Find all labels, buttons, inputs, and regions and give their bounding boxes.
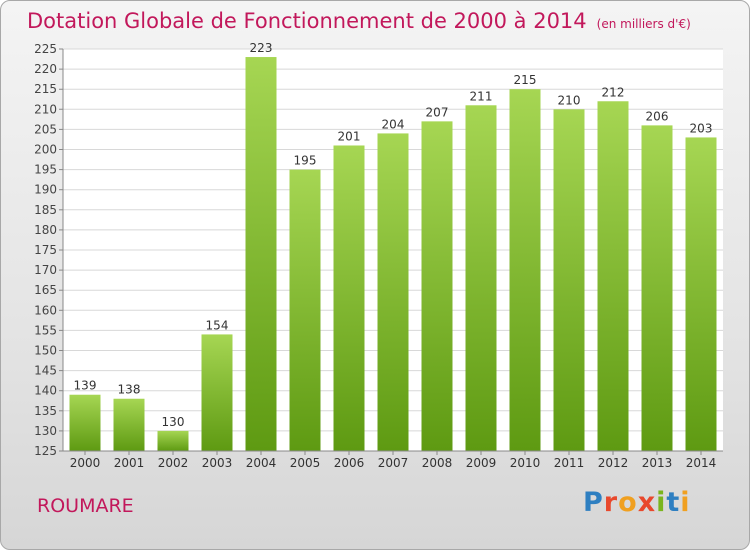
x-tick-label: 2013	[642, 456, 673, 470]
x-tick-label: 2010	[510, 456, 541, 470]
x-tick-label: 2005	[290, 456, 321, 470]
data-label: 138	[118, 383, 141, 397]
y-tick-label: 205	[34, 122, 57, 136]
y-tick-label: 180	[34, 223, 57, 237]
y-tick-label: 150	[34, 344, 57, 358]
bar	[509, 89, 541, 451]
proxiti-logo: Proxiti	[583, 487, 691, 518]
y-tick-label: 130	[34, 424, 57, 438]
y-tick-label: 155	[34, 323, 57, 337]
x-tick-label: 2003	[202, 456, 233, 470]
y-tick-label: 225	[34, 42, 57, 56]
bar	[69, 394, 101, 451]
y-tick-label: 195	[34, 163, 57, 177]
y-tick-labels: 125 130 135 140 145 150 155 160 165 170 175 180 185 1…	[34, 42, 57, 458]
logo-letter: P	[583, 487, 604, 518]
y-tick-label: 215	[34, 82, 57, 96]
x-tick-label: 2001	[114, 456, 145, 470]
y-tick-label: 135	[34, 404, 57, 418]
bar	[245, 57, 277, 451]
x-tick-label: 2014	[686, 456, 717, 470]
y-tick-label: 140	[34, 384, 57, 398]
data-label: 223	[250, 41, 273, 55]
data-label: 211	[470, 89, 493, 103]
data-label: 207	[426, 105, 449, 119]
bar	[597, 101, 629, 451]
x-tick-label: 2008	[422, 456, 453, 470]
bar	[377, 133, 409, 452]
logo-letter: t	[666, 487, 681, 518]
y-tick-label: 160	[34, 303, 57, 317]
x-tick-label: 2012	[598, 456, 629, 470]
commune-name: ROUMARE	[37, 495, 134, 517]
data-label: 201	[338, 129, 361, 143]
logo-letter: i	[680, 487, 691, 518]
logo-letter: i	[656, 487, 667, 518]
y-tick-label: 175	[34, 243, 57, 257]
bar	[157, 430, 189, 451]
y-tick-label: 125	[34, 444, 57, 458]
data-label: 139	[74, 379, 97, 393]
data-label: 203	[690, 121, 713, 135]
logo-letter: r	[603, 487, 619, 518]
data-label: 154	[206, 318, 229, 332]
x-tick-label: 2006	[334, 456, 365, 470]
data-label: 130	[162, 415, 185, 429]
bar	[465, 105, 497, 451]
x-tick-label: 2000	[70, 456, 101, 470]
data-label: 206	[646, 109, 669, 123]
logo-letter: x	[637, 487, 657, 518]
y-tick-label: 220	[34, 62, 57, 76]
data-label: 204	[382, 117, 405, 131]
chart-title: Dotation Globale de Fonctionnement de 20…	[27, 9, 691, 33]
bar	[289, 169, 321, 451]
y-tick-label: 190	[34, 183, 57, 197]
bars	[69, 57, 717, 452]
bar	[421, 121, 453, 452]
x-tick-labels: 2000 2001 2002 2003 2004 2005 2006 2007 2008 2009…	[70, 451, 717, 470]
x-tick-label: 2007	[378, 456, 409, 470]
data-label: 195	[294, 154, 317, 168]
y-tick-label: 165	[34, 283, 57, 297]
data-labels: 139 138 130 154 223 195 201 204 207 211 215 210 212 2…	[74, 41, 713, 429]
bar	[641, 125, 673, 451]
bar	[685, 137, 717, 451]
bar	[333, 145, 365, 452]
y-tick-label: 170	[34, 263, 57, 277]
x-tick-label: 2004	[246, 456, 277, 470]
x-tick-label: 2009	[466, 456, 497, 470]
data-label: 215	[514, 73, 537, 87]
x-tick-label: 2002	[158, 456, 189, 470]
unit-label: (en milliers d'€)	[596, 17, 691, 31]
x-tick-label: 2011	[554, 456, 585, 470]
bar	[113, 398, 145, 451]
data-label: 212	[602, 85, 625, 99]
data-label: 210	[558, 93, 581, 107]
y-tick-label: 210	[34, 102, 57, 116]
y-tick-label: 185	[34, 203, 57, 217]
y-tick-label: 145	[34, 364, 57, 378]
bar	[201, 334, 233, 451]
bar	[553, 109, 585, 452]
y-tick-label: 200	[34, 143, 57, 157]
logo-letter: o	[618, 487, 638, 518]
title-text: Dotation Globale de Fonctionnement de 20…	[27, 9, 587, 33]
